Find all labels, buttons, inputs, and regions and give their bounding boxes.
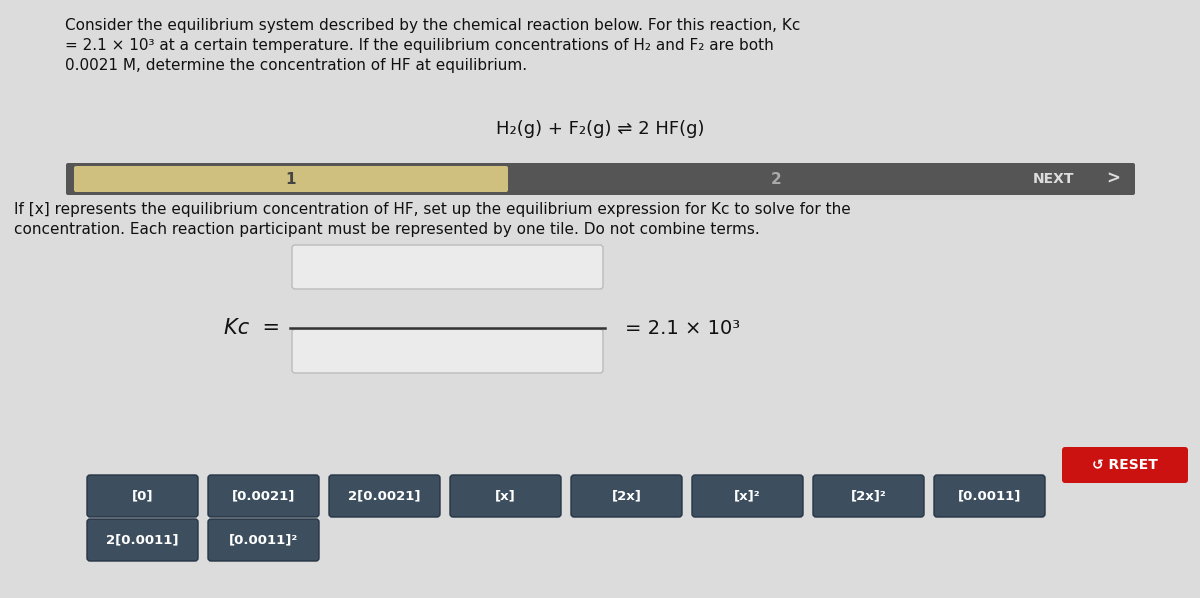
FancyBboxPatch shape xyxy=(329,475,440,517)
Text: Consider the equilibrium system described by the chemical reaction below. For th: Consider the equilibrium system describe… xyxy=(65,18,800,33)
Text: = 2.1 × 10³: = 2.1 × 10³ xyxy=(625,319,740,337)
Text: Kᴄ  =: Kᴄ = xyxy=(224,318,280,338)
Text: [x]²: [x]² xyxy=(734,490,761,502)
Text: = 2.1 × 10³ at a certain temperature. If the equilibrium concentrations of H₂ an: = 2.1 × 10³ at a certain temperature. If… xyxy=(65,38,774,53)
Text: If [x] represents the equilibrium concentration of HF, set up the equilibrium ex: If [x] represents the equilibrium concen… xyxy=(14,202,851,217)
FancyBboxPatch shape xyxy=(814,475,924,517)
Text: [0.0021]: [0.0021] xyxy=(232,490,295,502)
Text: [0.0011]²: [0.0011]² xyxy=(229,533,298,547)
Text: 2[0.0011]: 2[0.0011] xyxy=(107,533,179,547)
Text: >: > xyxy=(1106,170,1120,188)
Text: [2x]: [2x] xyxy=(612,490,642,502)
FancyBboxPatch shape xyxy=(208,519,319,561)
FancyBboxPatch shape xyxy=(66,163,1135,195)
Text: 2: 2 xyxy=(770,172,781,187)
FancyBboxPatch shape xyxy=(88,519,198,561)
Text: [x]: [x] xyxy=(496,490,516,502)
FancyBboxPatch shape xyxy=(692,475,803,517)
FancyBboxPatch shape xyxy=(934,475,1045,517)
Text: NEXT: NEXT xyxy=(1032,172,1074,186)
FancyBboxPatch shape xyxy=(571,475,682,517)
Text: 2[0.0021]: 2[0.0021] xyxy=(348,490,421,502)
Text: 0.0021 M, determine the concentration of HF at equilibrium.: 0.0021 M, determine the concentration of… xyxy=(65,58,527,73)
Text: 1: 1 xyxy=(286,172,296,187)
FancyBboxPatch shape xyxy=(208,475,319,517)
Text: [0]: [0] xyxy=(132,490,154,502)
FancyBboxPatch shape xyxy=(74,166,508,192)
Text: [2x]²: [2x]² xyxy=(851,490,887,502)
Text: H₂(g) + F₂(g) ⇌ 2 HF(g): H₂(g) + F₂(g) ⇌ 2 HF(g) xyxy=(496,120,704,138)
FancyBboxPatch shape xyxy=(88,475,198,517)
FancyBboxPatch shape xyxy=(1062,447,1188,483)
FancyBboxPatch shape xyxy=(450,475,562,517)
Text: ↺ RESET: ↺ RESET xyxy=(1092,458,1158,472)
Text: [0.0011]: [0.0011] xyxy=(958,490,1021,502)
Text: concentration. Each reaction participant must be represented by one tile. Do not: concentration. Each reaction participant… xyxy=(14,222,760,237)
FancyBboxPatch shape xyxy=(292,245,604,289)
FancyBboxPatch shape xyxy=(292,329,604,373)
